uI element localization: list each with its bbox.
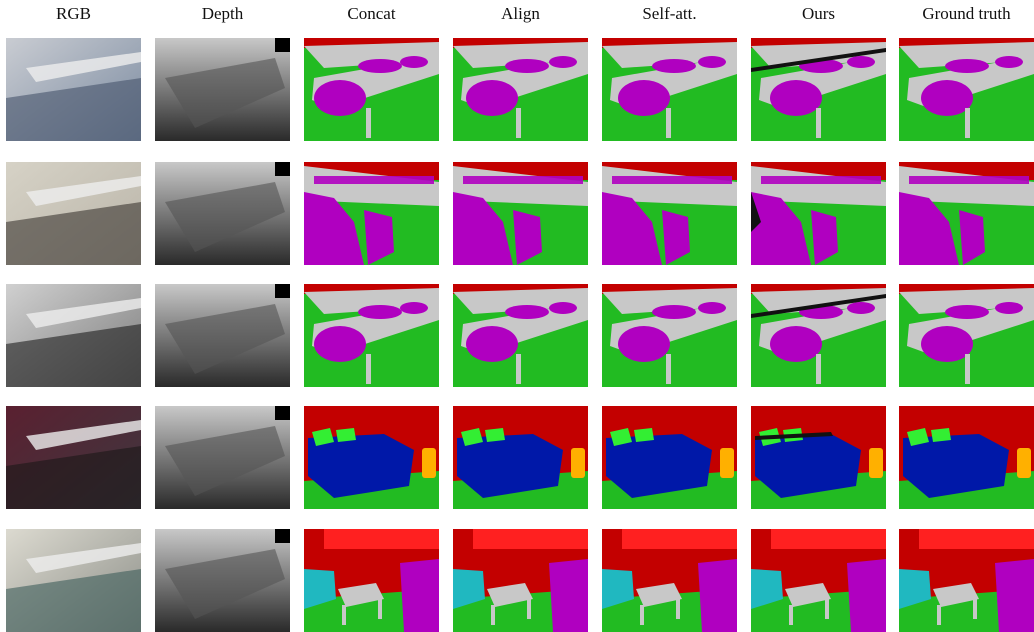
ours-image-row-3	[751, 284, 886, 387]
self-att-image-row-3	[602, 284, 737, 387]
rgb-image-row-3	[6, 284, 141, 387]
align-image-row-5	[453, 529, 588, 632]
align-image-row-1	[453, 38, 588, 141]
rgb-image-row-2	[6, 162, 141, 265]
concat-image-row-2	[304, 162, 439, 265]
column-headers: RGB Depth Concat Align Self-att. Ours Gr…	[0, 4, 1034, 34]
ours-image-row-4	[751, 406, 886, 509]
concat-image-row-4	[304, 406, 439, 509]
depth-image-row-1	[155, 38, 290, 141]
ground-truth-image-row-5	[899, 529, 1034, 632]
depth-image-row-3	[155, 284, 290, 387]
align-image-row-3	[453, 284, 588, 387]
rgb-image-row-1	[6, 38, 141, 141]
header-depth: Depth	[201, 4, 244, 23]
depth-image-row-2	[155, 162, 290, 265]
header-concat: Concat	[347, 4, 396, 23]
header-ours: Ours	[801, 4, 836, 23]
ground-truth-image-row-2	[899, 162, 1034, 265]
concat-image-row-5	[304, 529, 439, 632]
self-att-image-row-5	[602, 529, 737, 632]
rgb-image-row-4	[6, 406, 141, 509]
align-image-row-2	[453, 162, 588, 265]
align-image-row-4	[453, 406, 588, 509]
ours-image-row-2	[751, 162, 886, 265]
ground-truth-image-row-1	[899, 38, 1034, 141]
self-att-image-row-2	[602, 162, 737, 265]
header-rgb: RGB	[56, 4, 91, 23]
header-self-att: Self-att.	[642, 4, 697, 23]
depth-image-row-4	[155, 406, 290, 509]
ours-image-row-1	[751, 38, 886, 141]
ground-truth-image-row-3	[899, 284, 1034, 387]
rgb-image-row-5	[6, 529, 141, 632]
concat-image-row-1	[304, 38, 439, 141]
concat-image-row-3	[304, 284, 439, 387]
self-att-image-row-4	[602, 406, 737, 509]
depth-image-row-5	[155, 529, 290, 632]
self-att-image-row-1	[602, 38, 737, 141]
ours-image-row-5	[751, 529, 886, 632]
header-align: Align	[501, 4, 540, 23]
header-ground-truth: Ground truth	[922, 4, 1011, 23]
ground-truth-image-row-4	[899, 406, 1034, 509]
